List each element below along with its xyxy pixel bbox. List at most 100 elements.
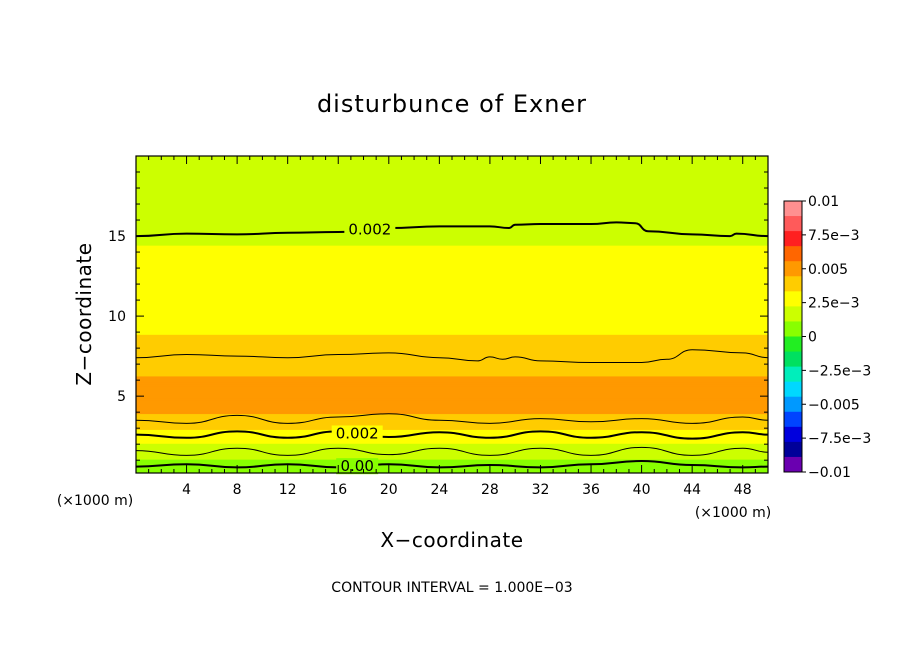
colorbar-label: −0.005 — [808, 397, 860, 413]
field-band — [136, 391, 768, 395]
field-band — [136, 292, 768, 296]
contour-lines — [136, 221, 768, 469]
field-band — [136, 173, 768, 177]
field-band — [136, 165, 768, 169]
field-band — [136, 450, 768, 454]
x-tick-label: 32 — [532, 482, 550, 498]
x-axis-ticks: 4 8 12 16 20 24 28 32 36 40 44 48 — [148, 156, 756, 498]
field-band — [136, 199, 768, 203]
field-band — [136, 462, 768, 466]
x-tick-label: 28 — [481, 482, 499, 498]
field-band — [136, 383, 768, 387]
field-band — [136, 169, 768, 173]
field-band — [136, 304, 768, 308]
field-band — [136, 329, 768, 333]
field-band — [136, 403, 768, 407]
field-band — [136, 220, 768, 224]
field-band — [136, 335, 768, 339]
field-band — [136, 270, 768, 274]
field-band — [136, 415, 768, 419]
field-band — [136, 375, 768, 379]
field-band — [136, 333, 768, 337]
field-band — [136, 290, 768, 294]
colorbar-swatch — [784, 411, 802, 428]
field-band — [136, 321, 768, 325]
y-axis-label: Z−coordinate — [72, 242, 96, 385]
field-band — [136, 187, 768, 191]
x-axis-unit-right: (×1000 m) — [695, 505, 771, 521]
field-band — [136, 442, 768, 446]
field-band — [136, 331, 768, 335]
field-band — [136, 189, 768, 193]
field-band — [136, 438, 768, 442]
field-band — [136, 347, 768, 351]
contour-label: 0.002 — [336, 424, 379, 442]
field-band — [136, 456, 768, 460]
field-band — [136, 436, 768, 440]
contour-line — [136, 349, 768, 363]
field-band — [136, 244, 768, 248]
field-band — [136, 422, 768, 426]
field-band — [136, 236, 768, 240]
colorbar-label: −0.01 — [808, 465, 851, 481]
colorbar-swatch — [784, 306, 802, 322]
field-band — [136, 171, 768, 175]
field-band — [136, 454, 768, 458]
field-band — [136, 278, 768, 282]
field-band — [136, 381, 768, 385]
colorbar-swatch — [784, 321, 802, 337]
field-band — [136, 296, 768, 300]
field-band — [136, 230, 768, 234]
field-band — [136, 385, 768, 389]
x-tick-label: 20 — [380, 482, 398, 498]
field-band — [136, 300, 768, 304]
field-band — [136, 359, 768, 363]
field-band — [136, 240, 768, 244]
colorbar-swatch — [784, 336, 802, 353]
field-band — [136, 460, 768, 464]
colorbar-label: 2.5e−3 — [808, 296, 860, 312]
field-band — [136, 373, 768, 377]
field-band — [136, 252, 768, 256]
field-band — [136, 234, 768, 238]
field-band — [136, 434, 768, 438]
field-band — [136, 163, 768, 167]
contour-line — [136, 430, 768, 440]
field-band — [136, 258, 768, 262]
contour-label: 0.00 — [340, 457, 373, 475]
field-band — [136, 207, 768, 210]
field-band — [136, 464, 768, 468]
contour-labels: 0.00 0.002 0.002 — [331, 221, 396, 475]
y-tick-label: 10 — [108, 309, 126, 325]
field-band — [136, 238, 768, 242]
field-band — [136, 298, 768, 302]
field-band — [136, 161, 768, 165]
contour-line — [136, 459, 768, 469]
field-band — [136, 203, 768, 207]
colorbar-label: 0.005 — [808, 262, 848, 278]
field-band — [136, 284, 768, 288]
field-band — [136, 317, 768, 321]
field-band — [136, 444, 768, 448]
field-band — [136, 282, 768, 286]
field-band — [136, 310, 768, 314]
colorbar: 0.01 7.5e−3 0.005 2.5e−3 0 −2.5e−3 −0.005 −7.5e… — [783, 194, 871, 481]
field-band — [136, 448, 768, 452]
field-band — [136, 242, 768, 246]
colorbar-swatch — [784, 456, 802, 473]
field-bands — [136, 156, 768, 473]
colorbar-swatch — [784, 351, 802, 368]
colorbar-swatch — [784, 441, 802, 458]
field-band — [136, 363, 768, 367]
field-band — [136, 389, 768, 393]
field-band — [136, 256, 768, 260]
x-axis-unit-left: (×1000 m) — [57, 493, 133, 509]
field-band — [136, 167, 768, 171]
field-band — [136, 405, 768, 409]
field-band — [136, 191, 768, 195]
field-band — [136, 268, 768, 272]
field-band — [136, 264, 768, 268]
field-band — [136, 371, 768, 375]
field-band — [136, 349, 768, 353]
